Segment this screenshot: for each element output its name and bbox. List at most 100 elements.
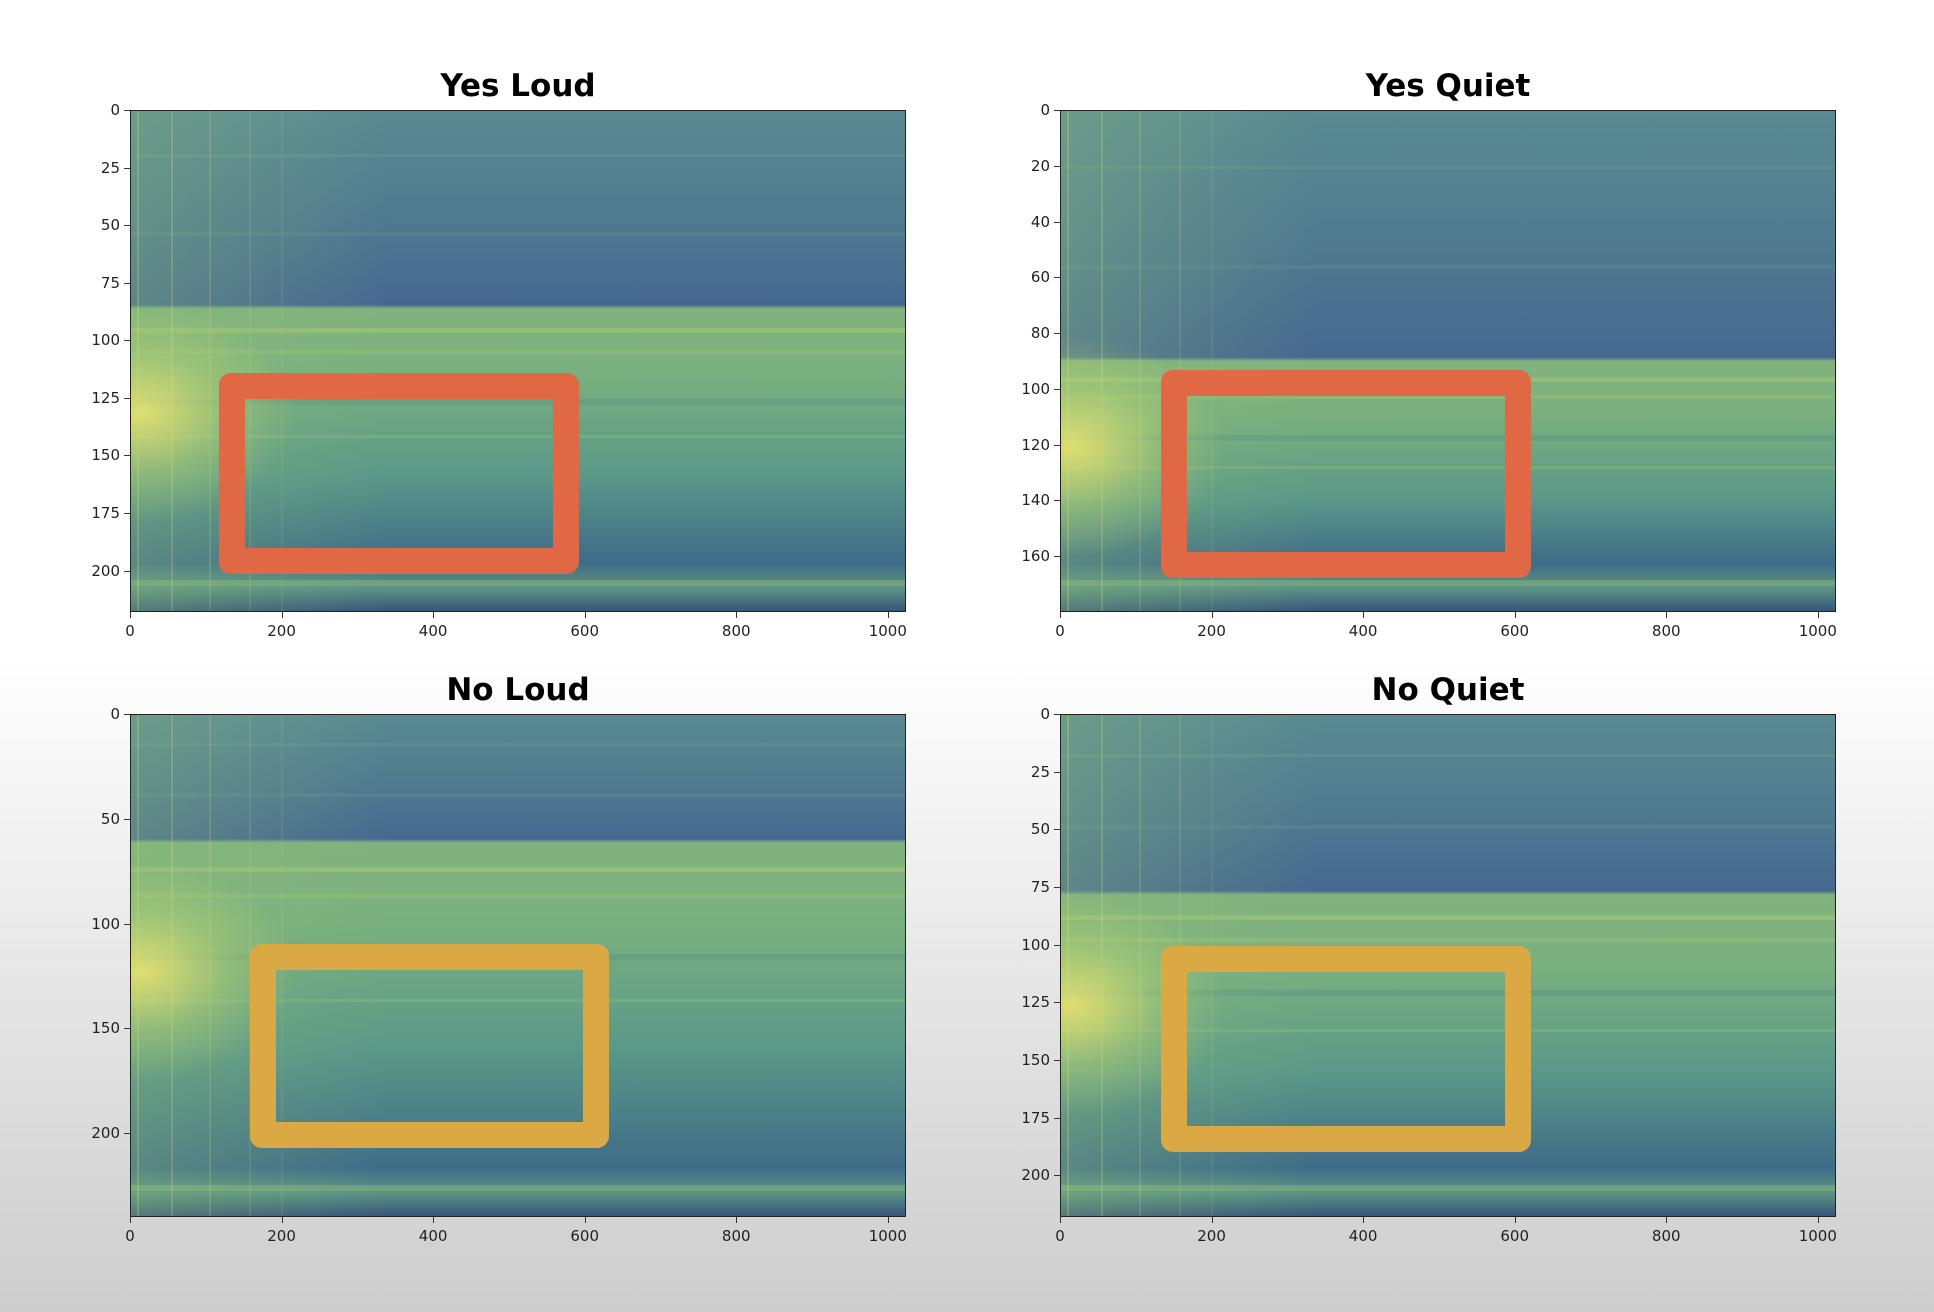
onset-streak [1211, 111, 1213, 611]
y-tick-mark [1054, 388, 1060, 390]
y-tick-mark [124, 455, 130, 457]
x-tick-mark [1817, 1217, 1819, 1223]
y-tick-mark [124, 110, 130, 111]
y-tick-label: 100 [91, 914, 120, 933]
y-tick-mark [124, 923, 130, 925]
x-tick-mark [887, 612, 889, 618]
y-tick-mark [1054, 829, 1060, 831]
y-tick-mark [1054, 165, 1060, 167]
spectral-band [131, 792, 905, 797]
spectral-band [131, 398, 905, 405]
y-tick-mark [1054, 1117, 1060, 1119]
y-tick-mark [1054, 556, 1060, 558]
chart-title: No Loud [446, 672, 590, 708]
y-tick-mark [124, 282, 130, 284]
y-tick-label: 200 [91, 1124, 120, 1143]
x-tick-label: 200 [267, 622, 296, 640]
chart-title: Yes Quiet [1365, 68, 1531, 104]
highlight-box [1160, 945, 1532, 1152]
y-tick-label: 25 [1030, 762, 1050, 781]
highlight-box [249, 944, 610, 1149]
x-tick-mark [1514, 1217, 1516, 1223]
spectral-band [131, 580, 905, 587]
x-tick-mark [887, 1217, 889, 1223]
y-tick-mark [1054, 444, 1060, 446]
spectral-band [131, 349, 905, 354]
x-tick-mark [584, 1217, 586, 1223]
x-tick-label: 600 [1500, 622, 1529, 640]
x-tick-label: 800 [721, 622, 751, 640]
y-tick-mark [1054, 714, 1060, 715]
y-tick-label: 40 [1030, 212, 1050, 231]
x-tick-mark [1363, 1217, 1365, 1223]
onset-streak [171, 111, 173, 611]
spectral-band [1061, 435, 1835, 442]
x-tick-label: 1000 [868, 622, 907, 640]
heatmap-panel: Yes Quiet 0 20 40 60 80 100 120 140 160 0 200 400 600… [1021, 68, 1837, 640]
heatmap-panel: No Quiet 0 25 50 75 100 125 150 175 200 0 200 400 600… [1021, 672, 1837, 1245]
y-tick-label: 100 [1021, 935, 1050, 954]
y-tick-mark [1054, 887, 1060, 889]
spectral-band [1061, 915, 1835, 921]
x-tick-mark [433, 1217, 435, 1223]
onset-streak [1101, 111, 1103, 611]
y-tick-mark [124, 512, 130, 514]
spectral-band [1061, 754, 1835, 758]
x-tick-label: 400 [1348, 622, 1378, 640]
x-tick-label: 800 [1651, 1227, 1681, 1245]
spectral-band [1061, 165, 1835, 169]
y-tick-mark [1054, 277, 1060, 279]
spectral-band [131, 742, 905, 746]
x-tick-label: 200 [1197, 1227, 1226, 1245]
x-tick-mark [1211, 612, 1213, 618]
y-tick-mark [1054, 1002, 1060, 1004]
y-tick-label: 20 [1030, 156, 1050, 175]
spectral-band [1061, 990, 1835, 997]
x-tick-mark [736, 612, 738, 618]
y-tick-label: 75 [100, 273, 120, 292]
y-tick-label: 175 [91, 503, 120, 522]
x-tick-mark [1666, 612, 1668, 618]
y-tick-mark [1054, 944, 1060, 946]
y-tick-mark [1054, 333, 1060, 335]
spectral-band [131, 435, 905, 439]
onset-streak [249, 111, 251, 611]
onset-streak [1101, 715, 1103, 1216]
x-tick-label: 400 [418, 1227, 448, 1245]
x-tick-mark [1211, 1217, 1213, 1223]
highlight-box [219, 373, 579, 575]
x-tick-mark [584, 612, 586, 618]
x-tick-label: 0 [1055, 622, 1065, 640]
onset-streak [1067, 715, 1069, 1216]
y-tick-label: 50 [1030, 820, 1050, 839]
onset-streak [281, 111, 283, 611]
heatmap-panel: Yes Loud 0 25 50 75 100 125 150 175 200 0 200 400 600… [91, 68, 907, 640]
chart-title: No Quiet [1371, 672, 1525, 708]
y-tick-label: 125 [1021, 993, 1050, 1012]
spectral-band [1061, 1029, 1835, 1033]
spectral-band [131, 999, 905, 1003]
y-tick-mark [1054, 110, 1060, 111]
y-tick-label: 175 [1021, 1108, 1050, 1127]
y-tick-mark [124, 570, 130, 572]
x-tick-mark [281, 612, 283, 618]
x-tick-mark [433, 612, 435, 618]
spectrogram-image [1060, 110, 1836, 612]
spectral-band [1061, 394, 1835, 399]
spectral-band [131, 893, 905, 898]
chart-title: Yes Loud [440, 68, 596, 104]
y-tick-label: 25 [100, 158, 120, 177]
x-tick-label: 200 [267, 1227, 296, 1245]
x-tick-label: 600 [1500, 1227, 1529, 1245]
y-tick-label: 0 [110, 705, 120, 723]
spectral-band [1061, 825, 1835, 830]
x-tick-label: 0 [125, 1227, 135, 1245]
y-tick-mark [124, 714, 130, 715]
y-tick-mark [124, 167, 130, 169]
y-tick-label: 125 [91, 388, 120, 407]
y-tick-label: 0 [1040, 101, 1050, 119]
y-tick-label: 140 [1021, 491, 1050, 510]
x-tick-label: 1000 [1798, 1227, 1837, 1245]
spectral-band [1061, 465, 1835, 469]
onset-glow [131, 111, 388, 611]
